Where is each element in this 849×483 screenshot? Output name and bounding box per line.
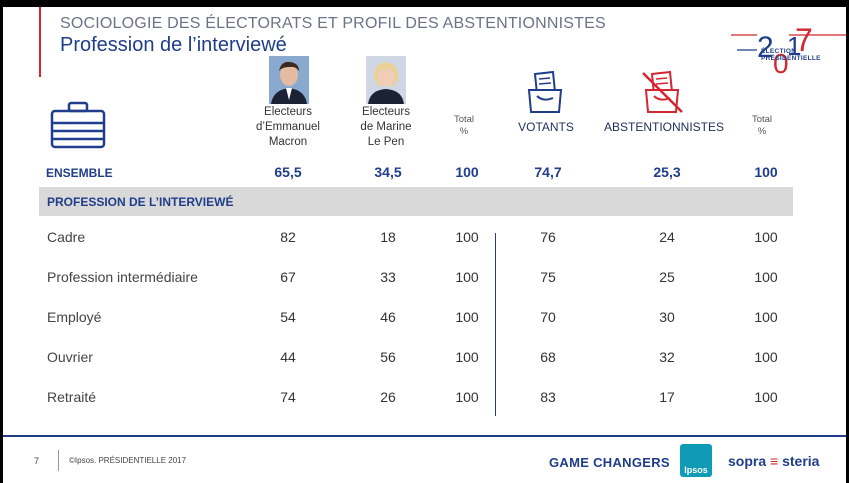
column-divider [495, 233, 496, 416]
table-cell: 33 [380, 269, 396, 285]
table-cell: 54 [280, 309, 296, 325]
game-changers-text: GAME CHANGERS [549, 455, 670, 470]
copyright: ©Ipsos. PRÉSIDENTIELLE 2017 [69, 456, 187, 465]
table-cell: 100 [455, 349, 479, 365]
table-cell: 100 [455, 309, 479, 325]
table-cell: 70 [540, 309, 556, 325]
row-label: Ouvrier [47, 349, 93, 365]
election-2017-logo: 2 0 1 7 [731, 22, 846, 79]
col-lepen-line: Le Pen [367, 136, 405, 148]
sopra-text: sopra [728, 453, 767, 469]
ensemble-value: 34,5 [374, 164, 402, 180]
col-abstentionnistes: ABSTENTIONNISTES [603, 120, 725, 134]
slide-subtitle: Profession de l’interviewé [60, 34, 287, 56]
ensemble-value: 65,5 [274, 164, 302, 180]
ipsos-logo: Ipsos [680, 444, 712, 477]
col-total-line: % [459, 126, 469, 137]
election-logo-text: ÉLECTION PRÉSIDENTIELLE [761, 48, 821, 62]
logo-line-2: PRÉSIDENTIELLE [761, 55, 821, 62]
table-cell: 76 [540, 229, 556, 245]
logo-line-1: ÉLECTION [761, 48, 797, 55]
footer-separator [58, 450, 59, 471]
table-cell: 44 [280, 349, 296, 365]
ensemble-value: 25,3 [653, 164, 681, 180]
table-cell: 100 [754, 349, 778, 365]
table-cell: 18 [380, 229, 396, 245]
svg-text:7: 7 [795, 22, 813, 58]
table-cell: 30 [659, 309, 675, 325]
table-cell: 100 [754, 229, 778, 245]
col-macron-line: Macron [268, 136, 308, 148]
accent-bar [39, 7, 41, 77]
slide: SOCIOLOGIE DES ÉLECTORATS ET PROFIL DES … [3, 7, 846, 483]
footer-rule [3, 435, 846, 437]
svg-text:1: 1 [787, 31, 801, 61]
col-total-1: Total % [439, 114, 489, 138]
table-cell: 100 [754, 269, 778, 285]
table-cell: 17 [659, 389, 675, 405]
lepen-photo [366, 56, 406, 104]
table-cell: 68 [540, 349, 556, 365]
row-label: Profession intermédiaire [47, 269, 198, 285]
col-macron: Electeurs d’Emmanuel Macron [243, 105, 333, 150]
ensemble-value: 100 [754, 164, 778, 180]
ensemble-value: 74,7 [534, 164, 562, 180]
table-cell: 82 [280, 229, 296, 245]
col-macron-line: Electeurs [264, 106, 312, 118]
table-cell: 46 [380, 309, 396, 325]
col-total-2: Total % [737, 114, 787, 138]
table-cell: 56 [380, 349, 396, 365]
crossed-ballot-box-icon [642, 70, 683, 113]
row-label: Cadre [47, 229, 86, 245]
table-cell: 25 [659, 269, 675, 285]
table-cell: 100 [455, 389, 479, 405]
table-cell: 74 [280, 389, 296, 405]
macron-photo [269, 56, 309, 104]
slide-title: SOCIOLOGIE DES ÉLECTORATS ET PROFIL DES … [60, 15, 606, 32]
table-cell: 100 [754, 389, 778, 405]
table-cell: 83 [540, 389, 556, 405]
col-macron-line: d’Emmanuel [256, 121, 320, 133]
ensemble-value: 100 [455, 164, 479, 180]
row-label: Employé [47, 309, 102, 325]
table-cell: 67 [280, 269, 296, 285]
col-total-line: % [757, 126, 767, 137]
section-band: PROFESSION DE L’INTERVIEWÉ [39, 187, 793, 216]
col-lepen-line: Electeurs [362, 106, 410, 118]
briefcase-icon [50, 101, 106, 149]
svg-text:0: 0 [773, 48, 789, 79]
col-lepen-line: de Marine [360, 121, 412, 133]
table-cell: 100 [455, 229, 479, 245]
steria-text: steria [782, 453, 820, 469]
table-cell: 24 [659, 229, 675, 245]
table-cell: 26 [380, 389, 396, 405]
col-votants: VOTANTS [518, 120, 574, 134]
table-cell: 75 [540, 269, 556, 285]
ballot-box-icon [527, 70, 563, 113]
section-label: PROFESSION DE L’INTERVIEWÉ [47, 195, 234, 209]
sopra-steria-logo: sopra ≡ steria [728, 453, 819, 469]
page-number: 7 [34, 456, 40, 466]
ensemble-label: ENSEMBLE [46, 166, 113, 180]
table-cell: 100 [455, 269, 479, 285]
col-total-line: Total [453, 114, 475, 125]
ipsos-logo-text: Ipsos [684, 465, 708, 475]
row-label: Retraité [47, 389, 97, 405]
table-cell: 100 [754, 309, 778, 325]
svg-text:2: 2 [757, 31, 774, 64]
sopra-mark-icon: ≡ [770, 453, 779, 469]
col-lepen: Electeurs de Marine Le Pen [341, 105, 431, 150]
col-total-line: Total [751, 114, 773, 125]
table-cell: 32 [659, 349, 675, 365]
